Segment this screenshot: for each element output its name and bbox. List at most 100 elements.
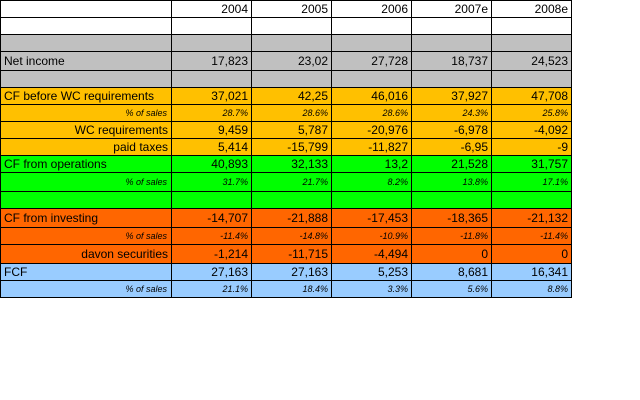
cell[interactable]: -21,888 bbox=[251, 208, 332, 228]
cell[interactable]: -1,214 bbox=[171, 244, 252, 264]
cell[interactable]: -6,95 bbox=[411, 138, 492, 156]
cell[interactable]: -11,715 bbox=[251, 244, 332, 264]
year-header[interactable]: 2005 bbox=[251, 0, 332, 18]
row-label[interactable]: % of sales bbox=[0, 172, 172, 192]
cell[interactable]: 32,133 bbox=[251, 155, 332, 173]
cell[interactable]: 9,459 bbox=[171, 121, 252, 139]
cell[interactable]: 18,737 bbox=[411, 51, 492, 71]
row-label[interactable]: paid taxes bbox=[0, 138, 172, 156]
cell[interactable]: 28.7% bbox=[171, 104, 252, 122]
cell[interactable]: 46,016 bbox=[331, 87, 412, 105]
cell[interactable] bbox=[331, 34, 412, 52]
cell[interactable]: 17,823 bbox=[171, 51, 252, 71]
cell[interactable]: 3.3% bbox=[331, 280, 412, 298]
cell[interactable]: 37,021 bbox=[171, 87, 252, 105]
cell[interactable]: -4,494 bbox=[331, 244, 412, 264]
cell[interactable]: 0 bbox=[491, 244, 572, 264]
cell[interactable] bbox=[0, 191, 172, 209]
cell[interactable] bbox=[491, 34, 572, 52]
year-header[interactable]: 2006 bbox=[331, 0, 412, 18]
cell[interactable]: -4,092 bbox=[491, 121, 572, 139]
cell[interactable]: -11.8% bbox=[411, 227, 492, 245]
cell[interactable]: 25.8% bbox=[491, 104, 572, 122]
cell[interactable]: 28.6% bbox=[331, 104, 412, 122]
cell[interactable] bbox=[411, 70, 492, 88]
cell[interactable]: -11,827 bbox=[331, 138, 412, 156]
cell[interactable] bbox=[251, 191, 332, 209]
cell[interactable] bbox=[251, 34, 332, 52]
cell[interactable] bbox=[411, 191, 492, 209]
row-label[interactable]: CF from investing bbox=[0, 208, 172, 228]
cell[interactable] bbox=[491, 70, 572, 88]
cell[interactable] bbox=[491, 17, 572, 35]
cell[interactable]: 21.7% bbox=[251, 172, 332, 192]
cell[interactable]: 17.1% bbox=[491, 172, 572, 192]
row-label[interactable]: CF before WC requirements bbox=[0, 87, 172, 105]
row-label[interactable]: FCF bbox=[0, 263, 172, 281]
cell[interactable]: 27,728 bbox=[331, 51, 412, 71]
cell[interactable]: 27,163 bbox=[251, 263, 332, 281]
row-label[interactable]: WC requirements bbox=[0, 121, 172, 139]
cell[interactable] bbox=[411, 17, 492, 35]
cell[interactable] bbox=[171, 191, 252, 209]
row-label[interactable]: % of sales bbox=[0, 280, 172, 298]
cell[interactable]: 5,253 bbox=[331, 263, 412, 281]
cell[interactable]: 24,523 bbox=[491, 51, 572, 71]
cell[interactable]: -15,799 bbox=[251, 138, 332, 156]
row-label[interactable]: % of sales bbox=[0, 104, 172, 122]
cell[interactable]: -14,707 bbox=[171, 208, 252, 228]
cell[interactable] bbox=[331, 191, 412, 209]
row-label[interactable]: Net income bbox=[0, 51, 172, 71]
cell[interactable]: 8,681 bbox=[411, 263, 492, 281]
cell[interactable]: -18,365 bbox=[411, 208, 492, 228]
cell[interactable]: 5,787 bbox=[251, 121, 332, 139]
cell[interactable] bbox=[171, 17, 252, 35]
cell[interactable] bbox=[411, 34, 492, 52]
cell[interactable] bbox=[251, 17, 332, 35]
cell[interactable]: -10.9% bbox=[331, 227, 412, 245]
cell[interactable]: 8.8% bbox=[491, 280, 572, 298]
cell[interactable]: 8.2% bbox=[331, 172, 412, 192]
cell[interactable] bbox=[331, 17, 412, 35]
cell[interactable]: -21,132 bbox=[491, 208, 572, 228]
cell[interactable] bbox=[171, 34, 252, 52]
cell[interactable]: 21,528 bbox=[411, 155, 492, 173]
cell[interactable]: -6,978 bbox=[411, 121, 492, 139]
cell[interactable]: 24.3% bbox=[411, 104, 492, 122]
cell[interactable]: 40,893 bbox=[171, 155, 252, 173]
cell[interactable]: -11.4% bbox=[171, 227, 252, 245]
cell[interactable]: 31,757 bbox=[491, 155, 572, 173]
cell[interactable]: 13.8% bbox=[411, 172, 492, 192]
row-label[interactable]: davon securities bbox=[0, 244, 172, 264]
cell[interactable] bbox=[491, 191, 572, 209]
cell[interactable]: 31.7% bbox=[171, 172, 252, 192]
cell[interactable]: 18.4% bbox=[251, 280, 332, 298]
cell[interactable]: 47,708 bbox=[491, 87, 572, 105]
cell[interactable]: 37,927 bbox=[411, 87, 492, 105]
cell[interactable]: 23,02 bbox=[251, 51, 332, 71]
cell[interactable]: 5.6% bbox=[411, 280, 492, 298]
cell[interactable] bbox=[0, 70, 172, 88]
cell[interactable] bbox=[171, 70, 252, 88]
year-header[interactable]: 2008e bbox=[491, 0, 572, 18]
cell[interactable] bbox=[251, 70, 332, 88]
cell[interactable]: -14.8% bbox=[251, 227, 332, 245]
year-header[interactable]: 2007e bbox=[411, 0, 492, 18]
cell[interactable]: 27,163 bbox=[171, 263, 252, 281]
year-header[interactable]: 2004 bbox=[171, 0, 252, 18]
cell[interactable] bbox=[331, 70, 412, 88]
cell[interactable]: 42,25 bbox=[251, 87, 332, 105]
cell[interactable]: -20,976 bbox=[331, 121, 412, 139]
cell[interactable]: 16,341 bbox=[491, 263, 572, 281]
cell[interactable] bbox=[0, 34, 172, 52]
cell[interactable]: 0 bbox=[411, 244, 492, 264]
cell[interactable]: 28.6% bbox=[251, 104, 332, 122]
cell[interactable]: -11.4% bbox=[491, 227, 572, 245]
row-label[interactable]: CF from operations bbox=[0, 155, 172, 173]
cell[interactable]: 13,2 bbox=[331, 155, 412, 173]
cell[interactable] bbox=[0, 0, 172, 18]
cell[interactable]: -17,453 bbox=[331, 208, 412, 228]
cell[interactable]: 21.1% bbox=[171, 280, 252, 298]
cell[interactable] bbox=[0, 17, 172, 35]
cell[interactable]: -9 bbox=[491, 138, 572, 156]
